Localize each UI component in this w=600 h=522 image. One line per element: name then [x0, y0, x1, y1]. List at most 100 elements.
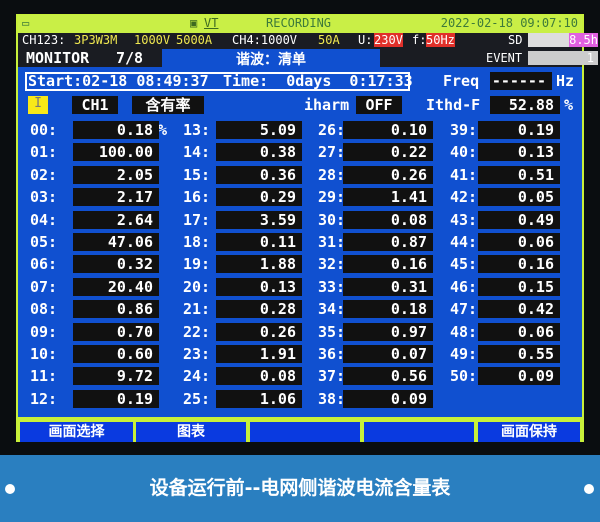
- harmonic-value: 0.60: [73, 345, 159, 363]
- datetime: 2022-02-18 09:07:10: [440, 16, 578, 30]
- harmonic-value: 0.55: [478, 345, 560, 363]
- harmonic-order: 13:: [183, 121, 211, 139]
- harmonic-order: 21:: [183, 300, 211, 319]
- function-key-3[interactable]: [250, 422, 360, 442]
- harmonic-value: 0.28: [216, 300, 302, 319]
- unit-label: %: [158, 121, 168, 139]
- page-indicator: 7/8: [116, 49, 144, 67]
- ithd-label: Ithd-F: [426, 96, 481, 114]
- harmonic-order: 16:: [183, 188, 211, 207]
- harmonic-order: 20:: [183, 277, 211, 296]
- harmonic-order: 09:: [30, 322, 58, 341]
- harmonic-value: 1.91: [216, 345, 302, 363]
- harmonic-order: 17:: [183, 210, 211, 229]
- harmonic-value: 0.06: [478, 322, 560, 341]
- harmonic-order: 12:: [30, 389, 58, 408]
- harmonic-value: 0.32: [73, 255, 159, 274]
- ithd-unit: %: [564, 96, 574, 114]
- function-key-5[interactable]: 画面保持: [478, 422, 580, 442]
- harmonic-order: 25:: [183, 389, 211, 408]
- harmonic-value: 1.41: [343, 188, 433, 207]
- bullet-dot: [5, 484, 15, 494]
- harmonic-value: 0.56: [343, 367, 433, 386]
- harmonic-order: 47:: [450, 300, 478, 319]
- harmonic-order: 38:: [318, 389, 346, 408]
- harmonic-value: 1.88: [216, 255, 302, 274]
- function-key-1[interactable]: 画面选择: [20, 422, 133, 442]
- harmonic-value: 0.70: [73, 322, 159, 341]
- harmonic-value: 2.05: [73, 165, 159, 184]
- harmonic-value: 100.00: [73, 143, 159, 162]
- harmonic-value: 0.38: [216, 143, 302, 162]
- harmonic-order: 04:: [30, 210, 58, 229]
- page-title: 谐波：清单: [162, 49, 380, 68]
- harmonic-order: 33:: [318, 277, 346, 296]
- harmonic-value: 0.13: [478, 143, 560, 162]
- harmonic-order: 32:: [318, 255, 346, 274]
- current-selector[interactable]: I: [28, 96, 48, 114]
- harmonic-order: 39:: [450, 121, 478, 139]
- harmonic-order: 15:: [183, 165, 211, 184]
- event-count: 1: [528, 51, 598, 65]
- harmonic-value: 0.42: [478, 300, 560, 319]
- harmonic-value: 0.11: [216, 233, 302, 251]
- nominal-voltage: 230V: [374, 33, 403, 47]
- harmonic-order: 23:: [183, 345, 211, 363]
- harmonic-value: 47.06: [73, 233, 159, 251]
- harmonic-order: 34:: [318, 300, 346, 319]
- function-key-2[interactable]: 图表: [136, 422, 246, 442]
- harmonic-order: 28:: [318, 165, 346, 184]
- harmonic-value: 0.22: [343, 143, 433, 162]
- harmonic-order: 22:: [183, 322, 211, 341]
- freq-label: Freq: [443, 72, 480, 90]
- harmonic-order: 46:: [450, 277, 478, 296]
- channel-selector[interactable]: CH1: [72, 96, 118, 114]
- nominal-frequency: 50Hz: [426, 33, 455, 47]
- harmonic-value: 0.16: [478, 255, 560, 274]
- harmonic-value: 20.40: [73, 277, 159, 296]
- harmonic-value: 0.06: [478, 233, 560, 251]
- harmonic-order: 14:: [183, 143, 211, 162]
- harmonic-order: 29:: [318, 188, 346, 207]
- harmonic-value: 0.87: [343, 233, 433, 251]
- harmonic-order: 26:: [318, 121, 346, 139]
- harmonic-order: 02:: [30, 165, 58, 184]
- harmonic-value: 0.09: [343, 389, 433, 408]
- harmonic-order: 01:: [30, 143, 58, 162]
- hz-unit: Hz: [556, 72, 575, 90]
- start-time: Start:02-18 08:49:37: [28, 72, 209, 90]
- function-key-4[interactable]: [364, 422, 474, 442]
- harmonic-order: 08:: [30, 300, 58, 319]
- harmonic-value: 2.64: [73, 210, 159, 229]
- elapsed-time: Time: 0days 0:17:33: [223, 72, 413, 90]
- harmonic-order: 18:: [183, 233, 211, 251]
- harmonic-order: 42:: [450, 188, 478, 207]
- harmonic-order: 10:: [30, 345, 58, 363]
- harmonic-order: 07:: [30, 277, 58, 296]
- harmonic-order: 49:: [450, 345, 478, 363]
- harmonic-value: 0.19: [73, 389, 159, 408]
- harmonic-value: 0.05: [478, 188, 560, 207]
- harmonic-order: 24:: [183, 367, 211, 386]
- sd-label: SD: [508, 33, 523, 47]
- harmonic-order: 45:: [450, 255, 478, 274]
- harmonic-order: 41:: [450, 165, 478, 184]
- harmonic-value: 0.97: [343, 322, 433, 341]
- harmonic-value: 0.07: [343, 345, 433, 363]
- harmonic-order: 06:: [30, 255, 58, 274]
- harmonic-order: 50:: [450, 367, 478, 386]
- harmonic-value: 0.31: [343, 277, 433, 296]
- harmonic-order: 37:: [318, 367, 346, 386]
- harmonic-order: 11:: [30, 367, 58, 386]
- mode-selector[interactable]: 含有率: [132, 96, 204, 114]
- u-label: U:: [358, 33, 373, 47]
- harmonic-value: 0.86: [73, 300, 159, 319]
- harmonic-value: 0.51: [478, 165, 560, 184]
- harmonic-value: 0.36: [216, 165, 302, 184]
- harmonic-value: 5.09: [216, 121, 302, 139]
- iharm-toggle[interactable]: OFF: [356, 96, 402, 114]
- harmonic-order: 43:: [450, 210, 478, 229]
- harmonic-value: 0.09: [478, 367, 560, 386]
- harmonic-value: 1.06: [216, 389, 302, 408]
- ch123-current: 5000A: [176, 33, 213, 47]
